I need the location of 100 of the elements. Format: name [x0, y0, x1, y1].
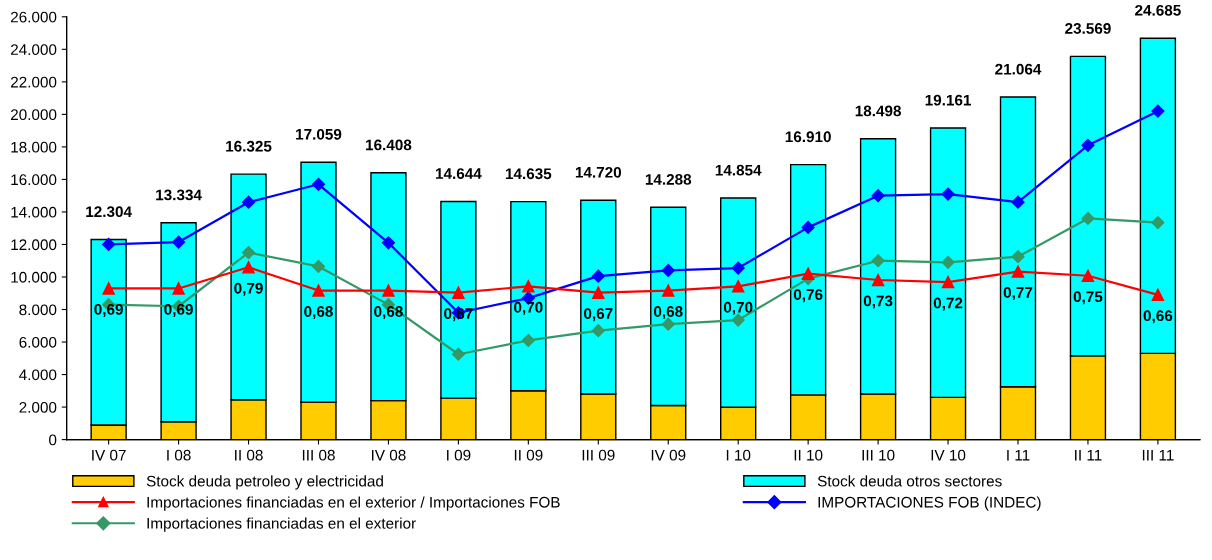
total-label: 13.334 [156, 189, 202, 201]
legend-label: Stock deuda otros sectores [817, 475, 1002, 487]
point [311, 177, 326, 191]
legend-label: IMPORTACIONES FOB (INDEC) [818, 496, 1041, 511]
point [1081, 211, 1095, 226]
data-label: 0,66 [1143, 310, 1173, 324]
point [451, 347, 465, 361]
total-label: 18.498 [855, 105, 901, 117]
data-label: 0,73 [863, 295, 893, 309]
point [452, 286, 465, 299]
data-label: 0,69 [94, 303, 123, 317]
point [941, 255, 955, 269]
point [1011, 195, 1025, 209]
x-tick-label: IV 07 [92, 449, 126, 461]
point [102, 282, 115, 295]
y-tick-label: 14.000 [11, 206, 57, 218]
y-tick-label: 20.000 [10, 109, 57, 121]
point [521, 333, 535, 347]
point [242, 261, 255, 274]
point [241, 195, 256, 209]
legend-label: Stock deuda petroleo y electricidad [146, 475, 383, 490]
point [171, 235, 186, 249]
x-tick-label: II 11 [1075, 449, 1102, 461]
point [1011, 265, 1025, 278]
total-label: 14.635 [505, 168, 552, 180]
data-label: 0,79 [234, 282, 263, 296]
total-label: 14.720 [575, 166, 622, 178]
data-label: 0,67 [584, 308, 613, 322]
x-tick-label: III 11 [1142, 449, 1174, 461]
y-tick-label: 12.000 [11, 239, 57, 251]
total-label: 16.910 [785, 131, 831, 143]
x-tick-label: III 10 [862, 449, 895, 461]
data-label: 0,76 [793, 289, 823, 303]
point [941, 187, 955, 201]
legend-label: Importaciones financiadas en el exterior / Importaciones FOB [147, 496, 560, 511]
total-label: 17.059 [296, 128, 342, 140]
point [1151, 288, 1165, 302]
data-label: 0,68 [304, 306, 333, 320]
point [172, 282, 185, 295]
total-label: 12.304 [86, 206, 132, 218]
point [801, 220, 815, 234]
total-label: 21.064 [995, 63, 1042, 75]
y-tick-label: 16.000 [11, 174, 57, 186]
y-tick-label: 22.000 [10, 76, 57, 88]
data-label: 0,68 [653, 306, 683, 320]
point [381, 236, 396, 250]
point [661, 284, 675, 297]
y-tick-label: 24.000 [10, 44, 57, 56]
point [312, 284, 325, 297]
x-tick-label: I 09 [447, 449, 471, 461]
y-tick-label: 6.000 [19, 336, 57, 348]
point [592, 286, 605, 299]
point [102, 237, 116, 252]
x-tick-label: II 08 [235, 449, 263, 461]
x-tick-label: I 11 [1007, 449, 1030, 461]
point [801, 267, 815, 280]
data-label: 0,75 [1073, 291, 1103, 305]
point [522, 280, 535, 293]
x-tick-label: I 10 [726, 449, 751, 461]
point [871, 254, 885, 268]
point [1151, 215, 1165, 230]
point [1081, 269, 1095, 283]
total-label: 14.288 [645, 173, 692, 185]
total-label: 24.685 [1135, 4, 1181, 16]
y-tick-label: 8.000 [19, 304, 57, 316]
x-tick-label: I 08 [167, 449, 191, 461]
point [241, 246, 256, 260]
point [382, 284, 395, 297]
x-tick-label: IV 09 [651, 449, 686, 461]
total-label: 19.161 [925, 94, 971, 106]
data-label: 0,68 [374, 306, 403, 320]
data-label: 0,70 [514, 301, 543, 315]
point [1011, 250, 1025, 264]
point [871, 189, 885, 203]
total-label: 16.325 [226, 140, 272, 152]
point [661, 263, 675, 278]
y-tick-label: 2.000 [19, 401, 57, 413]
x-tick-label: III 09 [582, 449, 615, 461]
point [731, 261, 745, 275]
total-label: 23.569 [1065, 23, 1111, 34]
x-tick-label: II 09 [514, 449, 543, 461]
point [591, 324, 605, 338]
y-tick-label: 4.000 [19, 369, 57, 381]
data-label: 0,70 [723, 301, 753, 315]
point [941, 275, 955, 289]
total-label: 14.854 [715, 164, 762, 176]
data-label: 0,72 [933, 297, 963, 311]
point [871, 273, 885, 287]
point [311, 259, 326, 274]
point [1151, 104, 1165, 118]
point [591, 269, 605, 283]
legend-label: Importaciones financiadas en el exterior [147, 517, 416, 532]
x-tick-label: III 08 [302, 449, 335, 461]
y-tick-label: 10.000 [11, 271, 57, 283]
point [1081, 138, 1095, 152]
total-label: 16.408 [366, 139, 412, 151]
x-tick-label: IV 08 [372, 449, 406, 461]
total-label: 14.644 [435, 168, 482, 179]
x-tick-label: II 10 [794, 449, 823, 461]
data-label: 0,77 [1003, 287, 1033, 301]
